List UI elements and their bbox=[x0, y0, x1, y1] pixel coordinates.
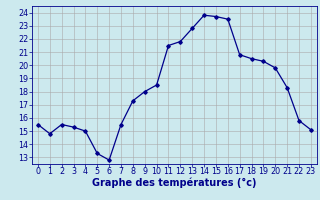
X-axis label: Graphe des températures (°c): Graphe des températures (°c) bbox=[92, 178, 257, 188]
